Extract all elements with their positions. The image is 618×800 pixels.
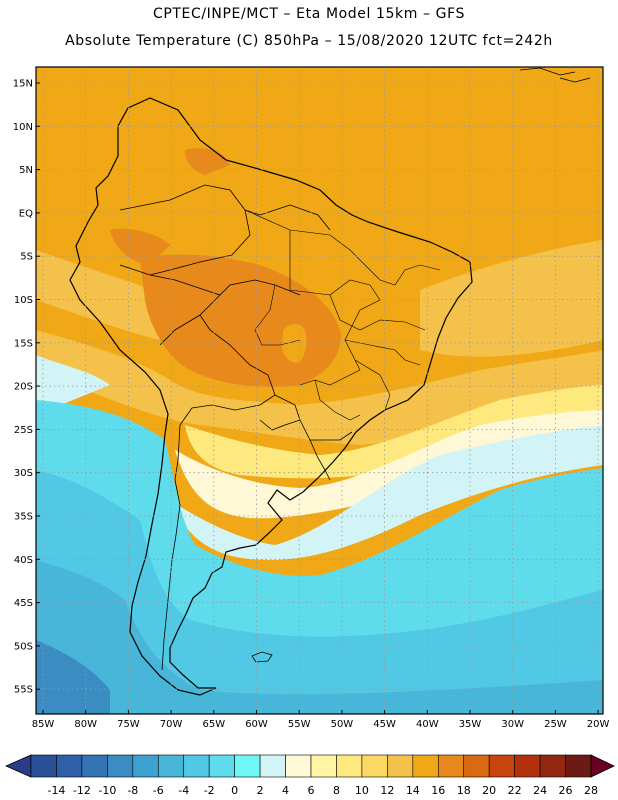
lat-tick-label: 15S [14, 338, 33, 349]
colorbar-label: 16 [431, 784, 445, 797]
colorbar-label: 0 [231, 784, 238, 797]
coastline-south-america [69, 97, 473, 696]
colorbar-swatch [310, 754, 337, 778]
lon-tick-label: 85W [32, 719, 55, 730]
lat-tick-label: 10S [14, 295, 33, 306]
colorbar-label: 18 [457, 784, 471, 797]
lon-tick-label: 70W [160, 719, 183, 730]
lat-tick-label: 40S [14, 555, 33, 566]
graticule [36, 67, 603, 714]
lon-tick-label: 45W [373, 719, 396, 730]
colorbar-swatch [387, 754, 414, 778]
colorbar-swatch [234, 754, 261, 778]
colorbar-under-arrow [5, 754, 32, 778]
lon-tick-label: 25W [544, 719, 567, 730]
lon-tick-label: 60W [245, 719, 268, 730]
latitude-labels: 15N 10N 5N EQ 5S 10S 15S 20S 25S 30S 35S 40S 45S 50S 5… [13, 79, 40, 696]
colorbar-label: -10 [98, 784, 116, 797]
colorbar-label: 20 [482, 784, 496, 797]
lon-tick-label: 40W [416, 719, 439, 730]
lat-tick-label: 10N [13, 122, 33, 133]
field-hot-spot [282, 324, 307, 363]
lon-tick-label: 55W [288, 719, 311, 730]
map-frame [35, 66, 604, 715]
colorbar-swatch [336, 754, 363, 778]
colorbar-swatch [488, 754, 515, 778]
colorbar-swatch [208, 754, 235, 778]
field-deep-blue [36, 640, 110, 714]
colorbar-swatch [183, 754, 210, 778]
lat-tick-label: 55S [14, 685, 33, 696]
colorbar-label: 22 [508, 784, 522, 797]
lon-tick-label: 75W [117, 719, 140, 730]
colorbar-swatch [412, 754, 439, 778]
colorbar-label: 24 [533, 784, 547, 797]
colorbar-swatch [361, 754, 388, 778]
field-teal [36, 470, 603, 714]
colorbar-label: -12 [73, 784, 91, 797]
state-borders [244, 209, 441, 421]
colorbar-swatch [285, 754, 312, 778]
field-cream [175, 410, 603, 519]
lon-tick-label: 50W [331, 719, 354, 730]
colorbar-over-arrow [590, 754, 615, 778]
colorbar-label: -14 [47, 784, 65, 797]
colorbar-swatch [157, 754, 185, 778]
colorbar-swatch [539, 754, 566, 778]
island-caribbean [519, 67, 591, 83]
lat-tick-label: EQ [19, 208, 33, 219]
colorbar-swatch [463, 754, 490, 778]
lat-tick-label: 5N [19, 165, 33, 176]
colorbar-label: 26 [559, 784, 573, 797]
colorbar-swatch [259, 754, 286, 778]
lat-tick-label: 35S [14, 512, 33, 523]
colorbar-label: 14 [406, 784, 420, 797]
longitude-labels: 85W 80W 75W 70W 65W 60W 55W 50W 45W 40W 35W 30W 25W 2… [32, 710, 610, 730]
colorbar-swatch [437, 754, 465, 778]
lon-tick-label: 80W [74, 719, 97, 730]
lon-tick-label: 30W [501, 719, 524, 730]
colorbar-label: -2 [204, 784, 215, 797]
map-title: CPTEC/INPE/MCT – Eta Model 15km – GFS [152, 6, 466, 22]
field-pale-yellow [185, 385, 603, 479]
field-mild-band [36, 240, 603, 357]
colorbar-swatch [514, 754, 541, 778]
colorbar-swatch [56, 754, 83, 778]
colorbar-label: 6 [308, 784, 315, 797]
lat-tick-label: 30S [14, 468, 33, 479]
map-subtitle: Absolute Temperature (C) 850hPa – 15/08/… [65, 33, 553, 49]
colorbar-label: 10 [355, 784, 369, 797]
colorbar-label: 28 [584, 784, 598, 797]
island-falklands [251, 651, 273, 663]
colorbar-label: 8 [333, 784, 340, 797]
field-warm-north [110, 148, 230, 265]
lat-tick-label: 5S [20, 252, 33, 263]
colorbar-swatch [107, 754, 134, 778]
colorbar-swatch [30, 754, 57, 778]
colorbar-label: -8 [127, 784, 138, 797]
colorbar-label: 2 [257, 784, 264, 797]
colorbar-swatch [132, 754, 159, 778]
colorbar-label: -6 [153, 784, 164, 797]
colorbar-label: -4 [178, 784, 189, 797]
lat-tick-label: 45S [14, 598, 33, 609]
lon-tick-label: 65W [202, 719, 225, 730]
lat-tick-label: 15N [13, 79, 33, 90]
colorbar: -14 -12 -10 -8 -6 -4 -2 0 2 4 6 8 10 12 14 16 18 20 22 24 26… [5, 754, 615, 797]
colorbar-swatch [81, 754, 108, 778]
lon-tick-label: 35W [459, 719, 482, 730]
lat-tick-label: 50S [14, 641, 33, 652]
lon-tick-label: 20W [587, 719, 610, 730]
lat-tick-label: 25S [14, 425, 33, 436]
colorbar-label: 12 [380, 784, 394, 797]
colorbar-swatch [565, 754, 592, 778]
colorbar-label: 4 [282, 784, 289, 797]
lat-tick-label: 20S [14, 382, 33, 393]
